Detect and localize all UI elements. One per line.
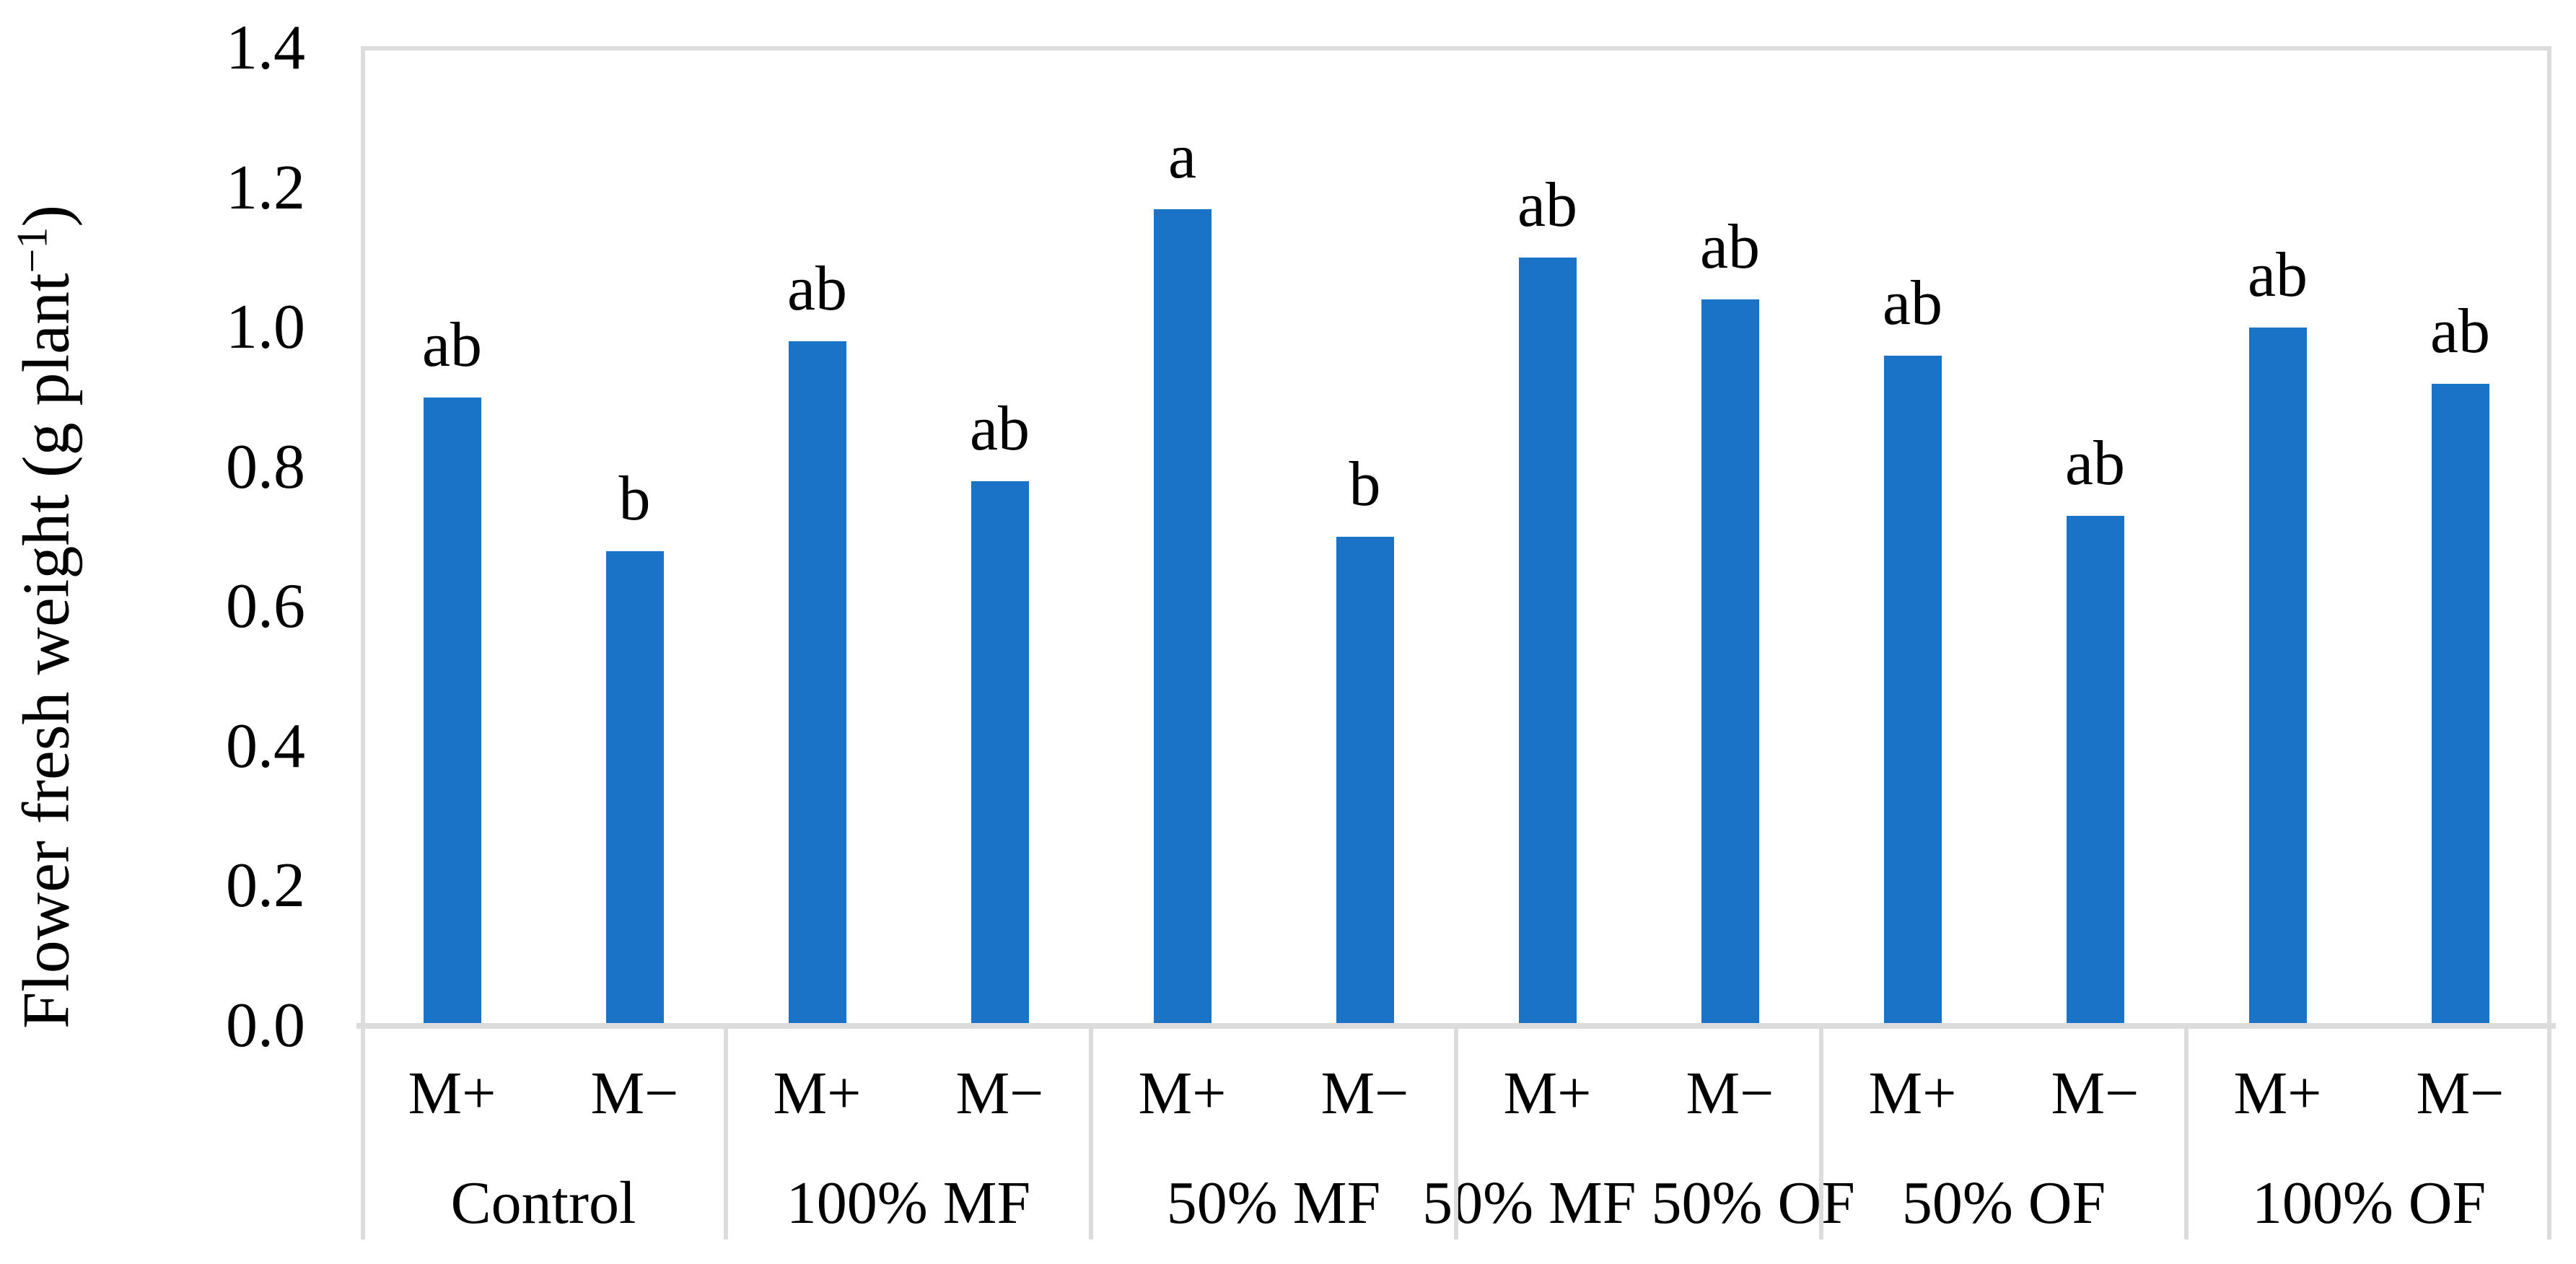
bar bbox=[1153, 209, 1212, 1026]
significance-letter: ab bbox=[1517, 170, 1578, 240]
y-tick-label: 0.0 bbox=[226, 991, 305, 1061]
group-divider-line bbox=[2547, 1026, 2551, 1239]
group-label: Control bbox=[450, 1169, 636, 1237]
bar bbox=[1883, 356, 1942, 1026]
bar bbox=[1336, 537, 1394, 1026]
y-tick-label: 0.2 bbox=[226, 851, 305, 921]
significance-letter: ab bbox=[787, 254, 848, 324]
y-tick-label: 1.2 bbox=[226, 152, 305, 223]
bar bbox=[2248, 328, 2307, 1026]
x-category-label: M− bbox=[1686, 1060, 1774, 1127]
group-divider-line bbox=[1819, 1026, 1823, 1239]
group-label: 50% MF 50% OF bbox=[1422, 1169, 1855, 1237]
group-label: 100% MF bbox=[786, 1169, 1031, 1237]
x-category-label: M− bbox=[590, 1060, 679, 1127]
group-label: 100% OF bbox=[2251, 1169, 2487, 1237]
y-axis-title-superscript: −1 bbox=[8, 227, 56, 273]
group-divider-line bbox=[1454, 1026, 1458, 1239]
x-category-label: M+ bbox=[2233, 1060, 2322, 1127]
group-divider-line bbox=[724, 1026, 728, 1239]
bar bbox=[1701, 299, 1759, 1026]
x-category-label: M− bbox=[2051, 1060, 2139, 1127]
significance-letter: ab bbox=[1882, 268, 1943, 338]
bar bbox=[605, 551, 664, 1026]
x-category-label: M− bbox=[955, 1060, 1044, 1127]
group-label: 50% OF bbox=[1901, 1169, 2106, 1237]
x-category-label: M− bbox=[2416, 1060, 2505, 1127]
y-tick-label: 1.0 bbox=[226, 292, 305, 363]
x-category-label: M+ bbox=[408, 1060, 496, 1127]
bar bbox=[423, 398, 481, 1026]
significance-letter: ab bbox=[421, 310, 483, 380]
y-tick-label: 1.4 bbox=[226, 12, 305, 83]
significance-letter: ab bbox=[2064, 429, 2126, 499]
plot-area: ab b ab ab a b ab ab ab ab ab ab bbox=[361, 46, 2551, 1026]
x-axis-label-area: M+ M− Control M+ M− 100% MF M+ M− 50% MF M+ M− 50% … bbox=[361, 1026, 2551, 1239]
group-divider-line bbox=[2184, 1026, 2189, 1239]
x-category-label: M− bbox=[1320, 1060, 1409, 1127]
significance-letter: ab bbox=[2430, 297, 2491, 367]
significance-letter: a bbox=[1167, 122, 1197, 192]
x-category-label: M+ bbox=[1868, 1060, 1957, 1127]
bar bbox=[2431, 384, 2489, 1026]
y-tick-label: 0.4 bbox=[226, 711, 305, 781]
significance-letter: b bbox=[1349, 449, 1381, 519]
significance-letter: ab bbox=[969, 394, 1030, 464]
x-category-label: M+ bbox=[1503, 1060, 1592, 1127]
y-tick-label: 0.8 bbox=[226, 431, 305, 502]
bar bbox=[1518, 258, 1577, 1026]
bar bbox=[2066, 516, 2124, 1026]
bar bbox=[971, 481, 1029, 1026]
x-category-label: M+ bbox=[1138, 1060, 1227, 1127]
bar bbox=[788, 341, 846, 1026]
group-divider-line bbox=[361, 1026, 365, 1239]
group-label: 50% MF bbox=[1166, 1169, 1381, 1237]
significance-letter: b bbox=[618, 464, 651, 534]
y-tick-label: 0.6 bbox=[226, 571, 305, 642]
significance-letter: ab bbox=[2247, 240, 2308, 310]
group-divider-line bbox=[1089, 1026, 1093, 1239]
x-category-label: M+ bbox=[773, 1060, 862, 1127]
significance-letter: ab bbox=[1699, 212, 1761, 282]
